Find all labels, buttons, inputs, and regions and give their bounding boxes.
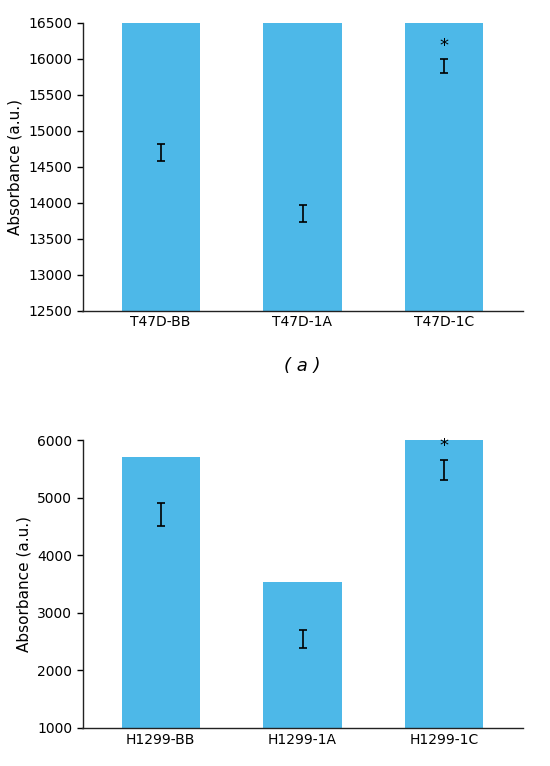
Bar [263, 0, 342, 311]
Text: *: * [440, 37, 449, 54]
Bar [405, 412, 483, 728]
Text: ( a ): ( a ) [284, 357, 321, 375]
Y-axis label: Absorbance (a.u.): Absorbance (a.u.) [16, 516, 31, 652]
Bar [122, 457, 200, 728]
Y-axis label: Absorbance (a.u.): Absorbance (a.u.) [8, 99, 23, 235]
Text: *: * [440, 437, 449, 455]
Bar [122, 0, 200, 311]
Bar [263, 581, 342, 728]
Bar [405, 0, 483, 311]
